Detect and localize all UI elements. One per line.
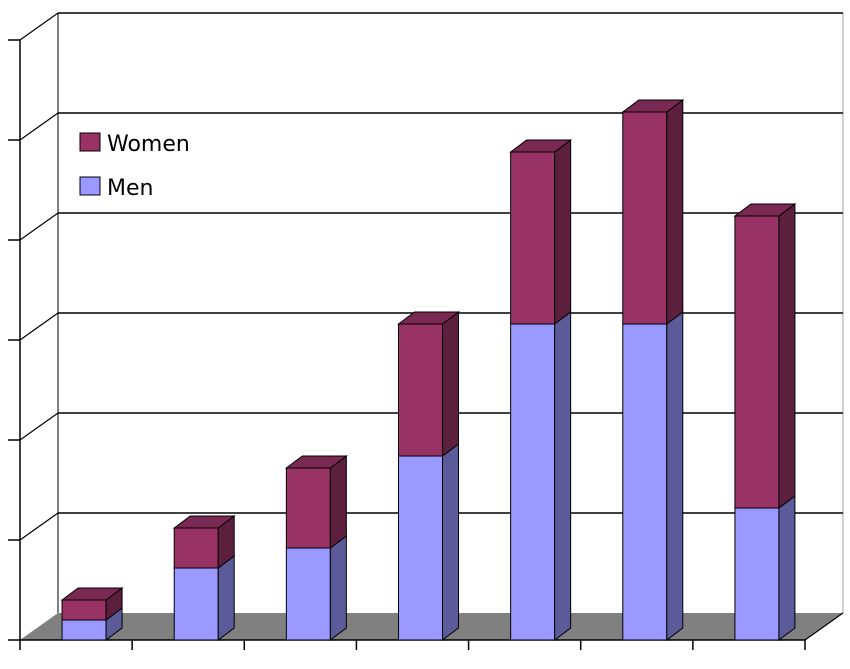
bar-top [509,139,573,153]
bar-front [173,567,219,641]
bar-front [398,455,443,641]
bar-top [60,587,124,601]
bar-top [621,99,685,113]
bar-side [329,455,347,549]
bar-top [397,311,460,325]
bar-top [733,203,797,217]
bar-side [329,535,347,641]
bar-front [173,527,219,569]
bar-side [778,203,796,509]
bar-front [510,151,556,325]
bar-front [285,547,331,641]
bar-segment-women [733,203,797,509]
legend: Women Men [79,132,190,201]
bar-side [554,139,572,325]
bar-side [442,443,459,641]
legend-swatch-men [79,176,101,196]
legend-swatch-women [79,132,101,152]
bar-top [172,515,236,529]
floor-right-edge [804,612,844,641]
bar-front [61,599,107,621]
gridline-side [19,212,59,241]
gridline-side [19,112,59,141]
bar-side [442,311,459,457]
bar-side [554,311,572,641]
bar-front [61,619,107,641]
bar-front [622,111,668,325]
bar-side [778,495,796,641]
bar-segment-men [173,555,235,641]
bar-side [666,99,684,325]
bar-segment-women [397,311,460,457]
gridline-side [19,412,59,441]
bar-side [666,311,684,641]
bar-front [398,323,443,457]
bar-segment-women [284,455,348,549]
legend-label-men: Men [107,176,153,201]
gridline-side [19,512,59,541]
bar-segment-women [60,587,124,621]
bar-segment-men [622,311,684,641]
bar-top [284,455,348,469]
bar-front [510,323,556,641]
bar-segment-women [172,515,236,569]
bar-side [217,555,235,641]
bar-front [734,215,780,509]
bar-segment-men [285,535,347,641]
bar-front [622,323,668,641]
bar-segment-women [621,99,685,325]
gridline-side [19,312,59,341]
bar-front [285,467,331,549]
bar-front [734,507,780,641]
bar-series [60,99,797,641]
bar-segment-men [510,311,572,641]
bar-segment-men [734,495,796,641]
legend-label-women: Women [107,132,190,157]
bar-segment-men [398,443,459,641]
gridline-side [19,12,59,41]
bar-segment-women [509,139,573,325]
